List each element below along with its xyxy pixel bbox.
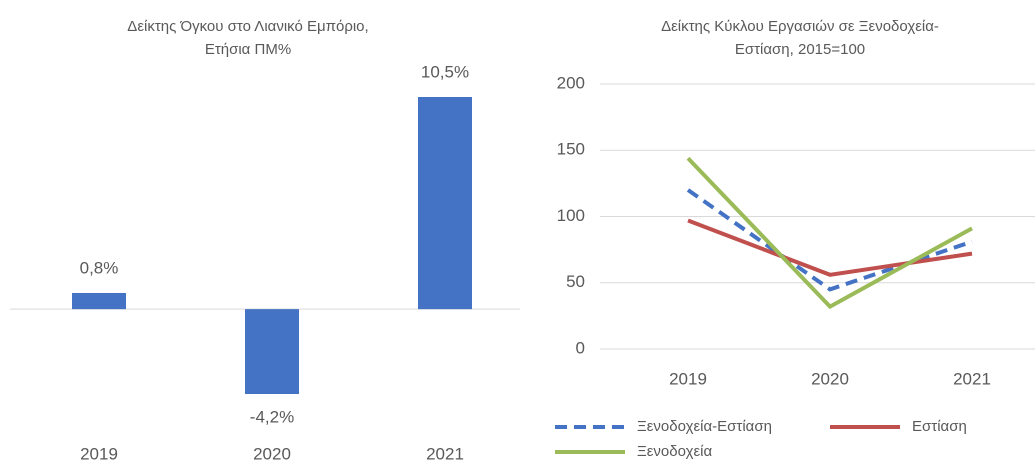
legend-label: Ξενοδοχεία xyxy=(637,443,712,460)
line-series xyxy=(686,156,973,310)
data-label: 0,8% xyxy=(80,258,119,277)
data-label: -4,2% xyxy=(250,407,294,426)
bar xyxy=(72,292,126,310)
x-tick-label: 2020 xyxy=(811,369,849,388)
chart-title: Δείκτης Κύκλου Εργασιών σε Ξενοδοχεία- xyxy=(661,18,939,35)
x-tick-label: 2019 xyxy=(669,369,707,388)
x-tick-label: 2019 xyxy=(80,444,118,463)
y-tick-label: 150 xyxy=(557,140,585,159)
y-tick-label: 200 xyxy=(557,73,585,92)
chart-title: Ετήσια ΠΜ% xyxy=(205,41,291,58)
line-series xyxy=(686,188,973,292)
legend-label: Εστίαση xyxy=(912,418,967,435)
y-tick-label: 100 xyxy=(557,206,585,225)
chart-title: Δείκτης Όγκου στο Λιανικό Εμπόριο, xyxy=(127,18,368,35)
bar xyxy=(418,97,472,310)
y-tick-label: 50 xyxy=(566,272,585,291)
y-tick-label: 0 xyxy=(576,338,585,357)
chart-title: Εστίαση, 2015=100 xyxy=(735,41,865,58)
x-tick-label: 2021 xyxy=(426,444,464,463)
data-label: 10,5% xyxy=(421,62,469,81)
line-series xyxy=(687,218,973,277)
legend-label: Ξενοδοχεία-Εστίαση xyxy=(637,418,772,435)
bar xyxy=(245,309,299,394)
x-tick-label: 2020 xyxy=(253,444,291,463)
x-tick-label: 2021 xyxy=(953,369,991,388)
